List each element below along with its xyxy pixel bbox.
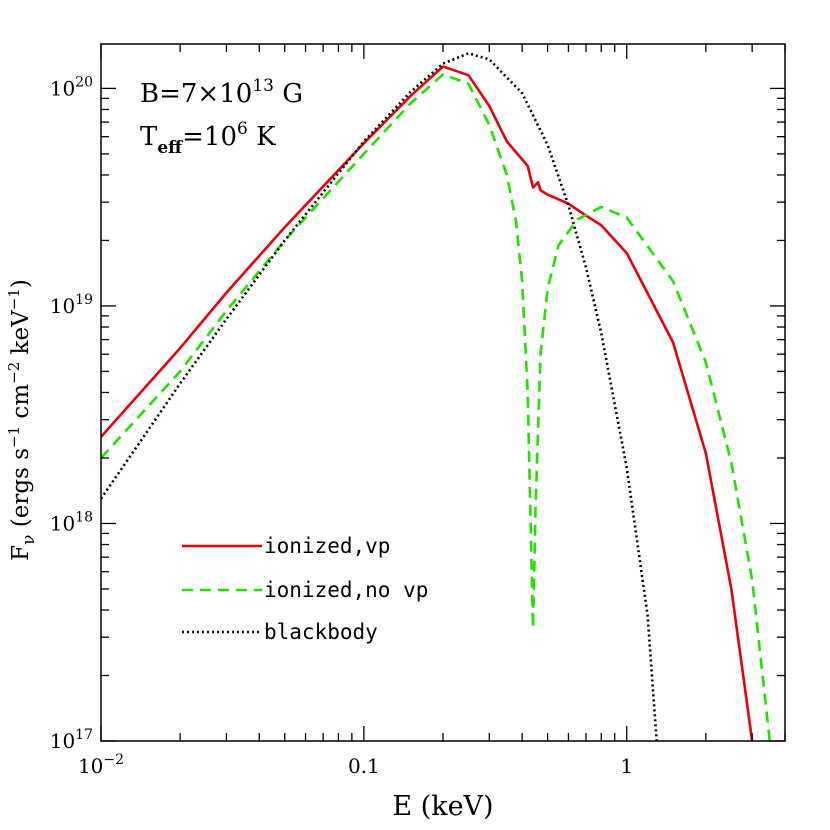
legend: ionized,vp ionized,no vp blackbody	[182, 534, 428, 644]
plot-area: 10−2 0.1 1 1017 1018 1019 1020	[50, 43, 786, 778]
y-tick-label: 1019	[50, 292, 93, 318]
legend-label-ionized-vp: ionized,vp	[264, 534, 390, 558]
x-tick-label: 0.1	[348, 754, 380, 778]
annotation-t-eff: Teff=106 K	[140, 119, 276, 158]
x-tick-label: 10−2	[78, 752, 124, 778]
y-tick-label: 1017	[50, 727, 93, 753]
series-line-ionized-no-vp	[101, 73, 772, 741]
x-tick-label: 1	[620, 754, 633, 778]
annotation-b-field: B=7×1013 G	[140, 76, 303, 109]
legend-label-blackbody: blackbody	[264, 620, 378, 644]
legend-label-ionized-no-vp: ionized,no vp	[264, 578, 428, 602]
x-axis-label: E (keV)	[392, 791, 493, 822]
series-line-ionized-vp	[101, 65, 754, 741]
series-line-blackbody	[101, 52, 658, 741]
y-axis-label: Fν (ergs s−1 cm−2 keV−1)	[5, 279, 39, 561]
y-tick-label: 1018	[50, 509, 93, 535]
y-tick-label: 1020	[50, 74, 93, 100]
